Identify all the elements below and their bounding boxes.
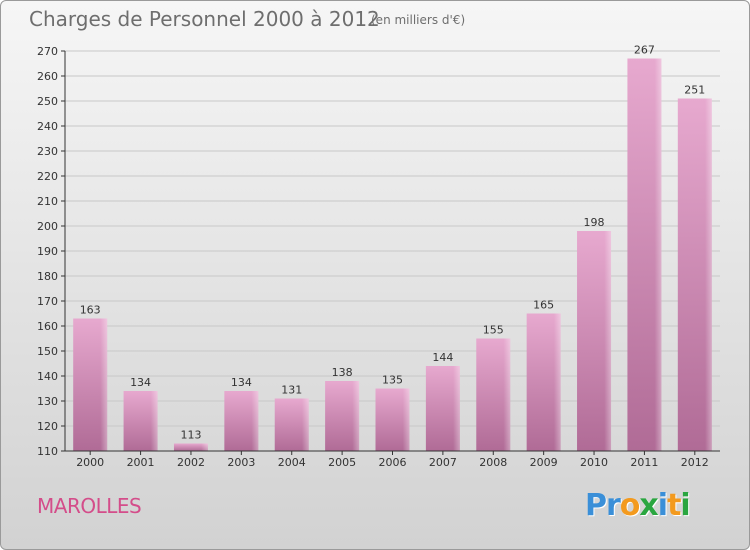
x-tick-label: 2002	[177, 456, 205, 469]
data-label: 135	[382, 374, 403, 387]
bar-shine	[274, 398, 309, 451]
logo-letter: x	[639, 488, 658, 523]
y-tick-label: 230	[37, 145, 58, 158]
data-label: 134	[130, 376, 151, 389]
bar-shine	[476, 338, 511, 451]
y-tick-label: 260	[37, 70, 58, 83]
data-label: 198	[584, 216, 605, 229]
data-label: 144	[432, 351, 453, 364]
logo-letter: o	[619, 488, 641, 523]
bar-shine	[123, 391, 158, 451]
y-tick-label: 150	[37, 345, 58, 358]
logo-letter: i	[657, 488, 668, 523]
data-label: 131	[281, 384, 302, 397]
chart-title: Charges de Personnel 2000 à 2012	[29, 7, 380, 31]
logo-letter: r	[606, 488, 621, 523]
x-tick-label: 2007	[429, 456, 457, 469]
data-label: 113	[180, 429, 201, 442]
data-label: 251	[684, 84, 705, 97]
y-tick-label: 250	[37, 95, 58, 108]
data-label: 165	[533, 299, 554, 312]
y-tick-label: 160	[37, 320, 58, 333]
x-tick-label: 2001	[127, 456, 155, 469]
bar-shine	[224, 391, 259, 451]
y-tick-label: 110	[37, 445, 58, 458]
bar-shine	[73, 318, 108, 451]
chart-unit: (en milliers d'€)	[371, 13, 466, 27]
y-tick-label: 130	[37, 395, 58, 408]
y-tick-label: 240	[37, 120, 58, 133]
proxiti-logo: Proxiti	[585, 488, 691, 523]
y-tick-label: 270	[37, 45, 58, 58]
y-tick-label: 220	[37, 170, 58, 183]
data-label: 267	[634, 44, 655, 57]
y-tick-label: 180	[37, 270, 58, 283]
x-tick-label: 2004	[278, 456, 306, 469]
bar-shine	[577, 231, 612, 451]
y-tick-label: 210	[37, 195, 58, 208]
logo-letter: t	[667, 488, 681, 523]
x-tick-label: 2010	[580, 456, 608, 469]
y-tick-label: 120	[37, 420, 58, 433]
x-tick-label: 2011	[630, 456, 658, 469]
data-label: 155	[483, 324, 504, 337]
bar-shine	[425, 366, 460, 451]
x-tick-label: 2006	[379, 456, 407, 469]
y-tick-label: 190	[37, 245, 58, 258]
logo-letter: P	[585, 488, 607, 523]
data-label: 163	[80, 304, 101, 317]
data-label: 138	[332, 366, 353, 379]
x-tick-label: 2008	[479, 456, 507, 469]
bar-shine	[627, 58, 662, 451]
commune-name: MAROLLES	[37, 494, 142, 518]
x-tick-label: 2009	[530, 456, 558, 469]
y-tick-label: 140	[37, 370, 58, 383]
y-tick-label: 200	[37, 220, 58, 233]
x-tick-label: 2003	[227, 456, 255, 469]
bar-shine	[526, 313, 561, 451]
logo-letter: i	[680, 488, 690, 523]
x-tick-label: 2005	[328, 456, 356, 469]
bar-shine	[677, 98, 712, 451]
y-tick-label: 170	[37, 295, 58, 308]
bar-shine	[173, 443, 208, 451]
x-tick-label: 2012	[681, 456, 709, 469]
data-label: 134	[231, 376, 252, 389]
x-tick-label: 2000	[76, 456, 104, 469]
bar-shine	[375, 388, 410, 451]
bar-shine	[325, 381, 360, 451]
